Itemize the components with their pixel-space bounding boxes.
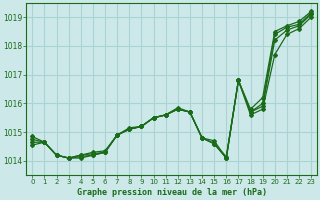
- X-axis label: Graphe pression niveau de la mer (hPa): Graphe pression niveau de la mer (hPa): [77, 188, 267, 197]
